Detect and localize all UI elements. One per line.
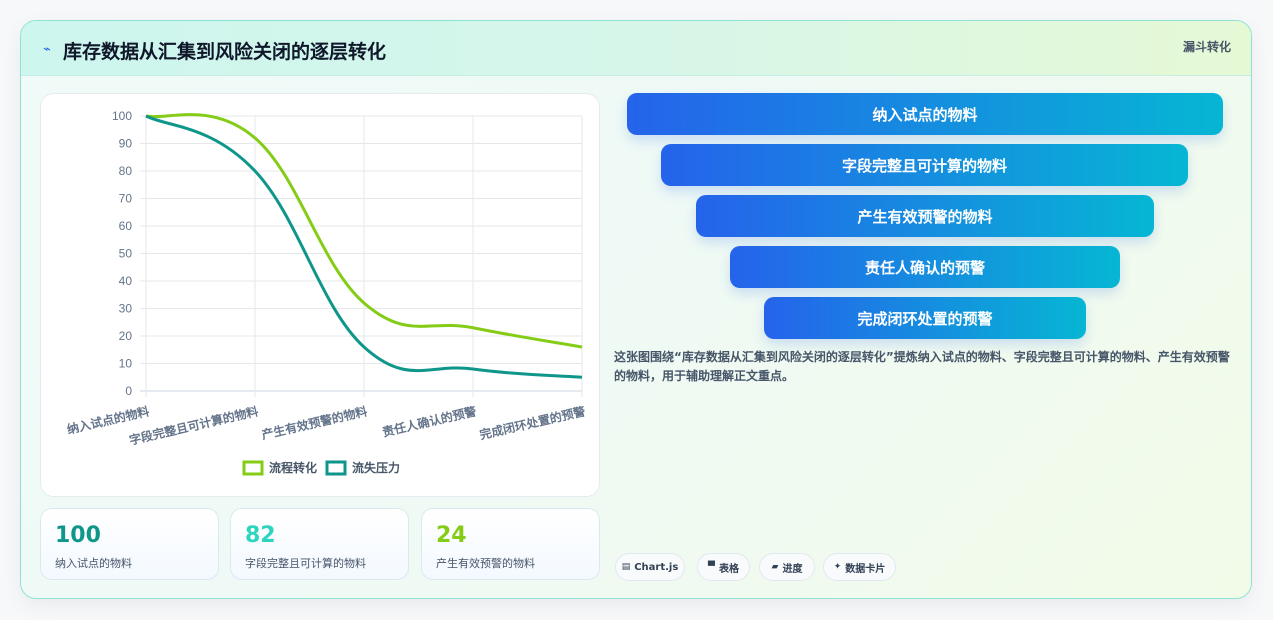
y-tick-label: 30 xyxy=(119,302,133,316)
chip-chartjs[interactable]: ▤ Chart.js xyxy=(615,553,685,581)
line-chart-panel: 0 10 20 30 40 50 60 70 80 90 100 纳入试点的物料 字段完整且可计算的物料… xyxy=(40,93,600,497)
x-tick-label: 完成闭环处置的预警 xyxy=(478,403,587,442)
chip-label: 表格 xyxy=(718,563,739,575)
stat-value: 82 xyxy=(245,523,276,548)
stat-value: 100 xyxy=(55,523,101,548)
stat-card-3: 24 产生有效预警的物料 xyxy=(421,508,600,580)
series-line xyxy=(145,113,583,349)
sparkle-icon: ✦ xyxy=(833,562,842,572)
y-tick-label: 40 xyxy=(119,274,133,288)
stat-card-1: 100 纳入试点的物料 xyxy=(40,508,219,580)
stat-card-2: 82 字段完整且可计算的物料 xyxy=(230,508,409,580)
type-tag: 漏斗转化 xyxy=(1182,40,1231,54)
y-tick-label: 60 xyxy=(119,219,133,233)
funnel-step-1: 纳入试点的物料 xyxy=(627,93,1223,135)
stat-value: 24 xyxy=(436,523,467,548)
chip-label: Chart.js xyxy=(634,561,679,573)
series-line xyxy=(145,114,583,379)
funnel-step-3: 产生有效预警的物料 xyxy=(696,195,1154,237)
progress-icon: ▰ xyxy=(771,562,779,572)
page-title: 库存数据从汇集到风险关闭的逐层转化 xyxy=(63,41,387,63)
legend-label: 流失压力 xyxy=(352,460,400,475)
stat-label: 纳入试点的物料 xyxy=(55,557,132,570)
legend-label: 流程转化 xyxy=(269,460,317,475)
chip-progress[interactable]: ▰ 进度 xyxy=(759,553,815,581)
y-tick-label: 100 xyxy=(112,109,132,123)
stat-label: 字段完整且可计算的物料 xyxy=(245,557,366,570)
chip-label: 数据卡片 xyxy=(845,563,886,575)
y-tick-label: 20 xyxy=(119,329,133,343)
legend-swatch xyxy=(242,460,264,476)
y-tick-label: 80 xyxy=(119,164,133,178)
table-icon: ▀ xyxy=(708,562,715,572)
funnel-step-2: 字段完整且可计算的物料 xyxy=(661,144,1188,186)
stat-label: 产生有效预警的物料 xyxy=(436,557,535,570)
legend-swatch xyxy=(325,460,347,476)
chart-description: 这张图围绕“库存数据从汇集到风险关闭的逐层转化”提炼纳入试点的物料、字段完整且可… xyxy=(614,350,1230,383)
chip-table[interactable]: ▀ 表格 xyxy=(697,553,750,581)
spark-icon: ⌁ xyxy=(43,42,51,57)
main-card: ⌁ 库存数据从汇集到风险关闭的逐层转化 漏斗转化 0 10 20 30 40 50 60 70… xyxy=(20,20,1252,599)
y-tick-label: 10 xyxy=(119,357,133,371)
y-tick-label: 50 xyxy=(119,247,133,261)
y-tick-label: 90 xyxy=(119,137,133,151)
line-chart: 0102030405060708090100纳入试点的物料字段完整且可计算的物料… xyxy=(65,109,587,476)
card-header: ⌁ 库存数据从汇集到风险关闭的逐层转化 漏斗转化 xyxy=(21,21,1251,76)
funnel-step-5: 完成闭环处置的预警 xyxy=(764,297,1086,339)
x-tick-label: 产生有效预警的物料 xyxy=(260,403,369,442)
chip-label: 进度 xyxy=(782,563,803,575)
y-tick-label: 0 xyxy=(125,384,132,398)
y-tick-label: 70 xyxy=(119,192,133,206)
chip-data-card[interactable]: ✦ 数据卡片 xyxy=(823,553,896,581)
x-tick-label: 责任人确认的预警 xyxy=(381,403,478,439)
chart-icon: ▤ xyxy=(621,562,631,572)
funnel-step-4: 责任人确认的预警 xyxy=(730,246,1120,288)
